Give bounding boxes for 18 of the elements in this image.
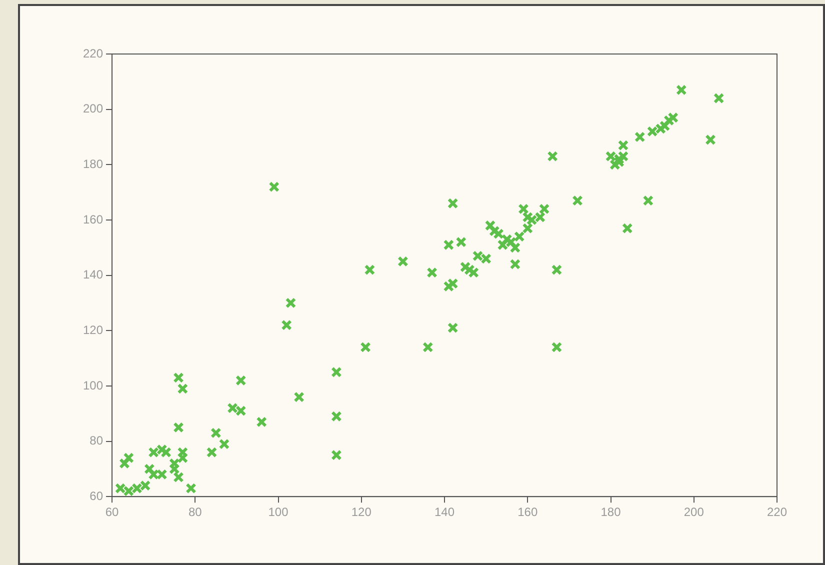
x-tick-label: 80 [188,505,202,520]
x-tick-label: 160 [518,505,538,520]
x-tick-label: 100 [268,505,289,520]
x-tick-label: 200 [684,505,704,520]
x-tick-label: 220 [766,505,788,520]
y-tick-label: 120 [82,322,104,337]
y-tick-label: 60 [90,488,104,503]
x-tick-label: 180 [600,505,622,520]
x-tick-label: 60 [105,505,120,520]
x-tick-label: 120 [351,505,372,520]
y-tick-label: 80 [90,434,104,448]
y-tick-label: 100 [82,378,104,392]
y-tick-label: 200 [82,102,104,116]
y-tick-label: 220 [82,46,104,60]
y-tick-label: 160 [82,212,104,226]
x-tick-label: 140 [434,505,455,520]
y-tick-label: 140 [82,268,104,282]
y-tick-label: 180 [82,156,104,171]
